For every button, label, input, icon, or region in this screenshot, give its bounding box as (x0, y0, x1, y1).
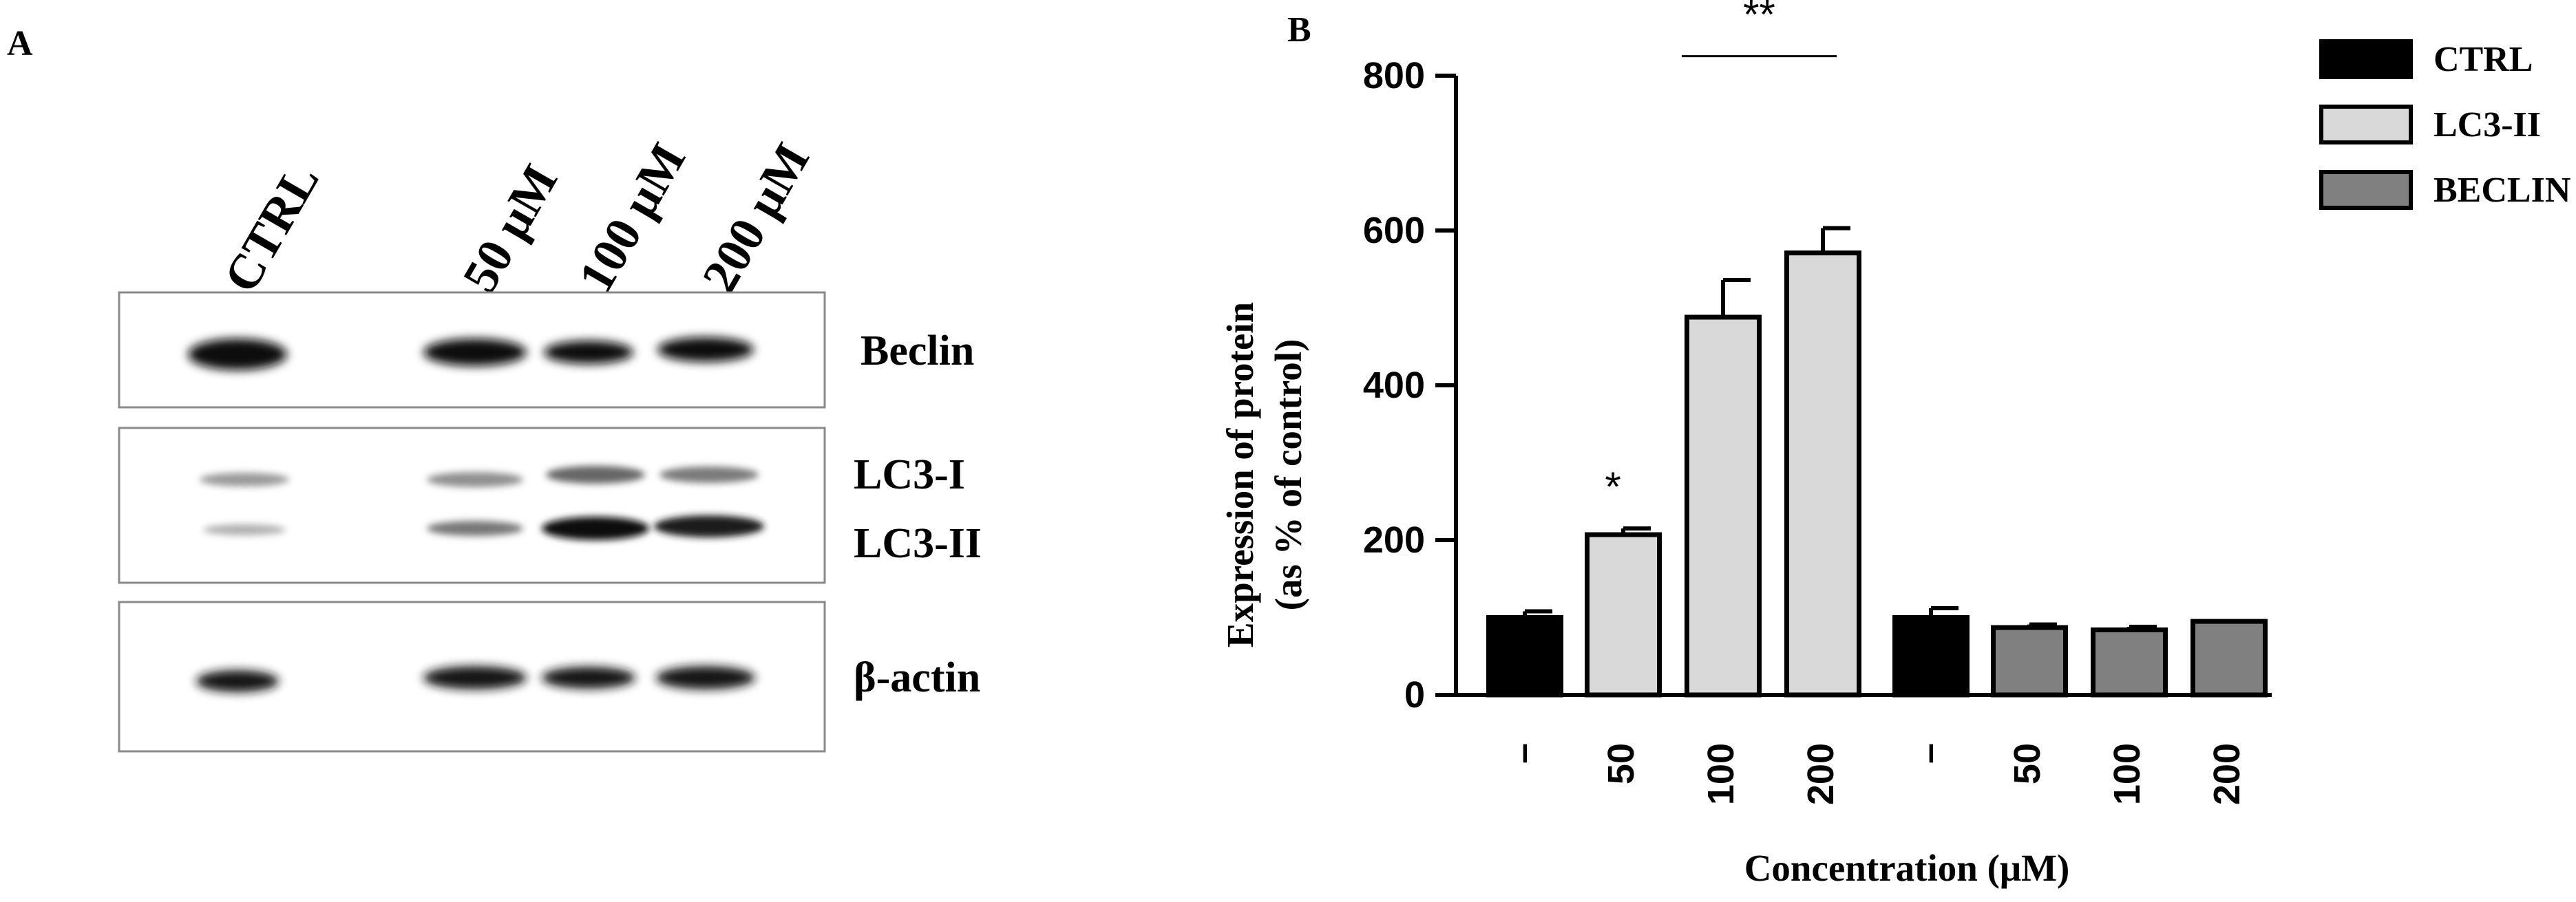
y-tick-label: 800 (1363, 55, 1425, 96)
lane-label-ctrl: CTRL (213, 155, 330, 301)
bar-ctrl (1892, 615, 1970, 698)
y-axis-label-line1: Expression of protein (1219, 302, 1261, 647)
bar-lc3-ii (1685, 314, 1762, 698)
lane-label-50: 50 μM (452, 155, 569, 301)
blot-label-lc3-i: LC3-I (854, 451, 965, 498)
bar-beclin (2190, 619, 2268, 698)
bar-beclin (1991, 625, 2068, 698)
legend-label: LC3-II (2434, 105, 2541, 144)
x-tick-label: 100 (1700, 743, 1742, 805)
x-tick-labels: – 50 100 200 – 50 100 200 (1502, 743, 2248, 805)
blot-label-lc3-ii: LC3-II (854, 520, 982, 567)
panel-a-label: A (7, 24, 33, 63)
bar-beclin (2091, 627, 2168, 698)
bar-lc3-ii (1585, 532, 1662, 698)
blot-lc3 (118, 427, 826, 584)
blot-label-beta-actin: β-actin (854, 654, 980, 701)
y-axis-label-line2: (as % of control) (1267, 339, 1309, 611)
blot-label-beclin: Beclin (861, 327, 974, 374)
x-tick-label: 50 (1601, 743, 1642, 784)
significance-marker: ** (1743, 0, 1775, 38)
y-tick-label: 200 (1363, 519, 1425, 561)
y-tick-label: 600 (1363, 210, 1425, 251)
x-tick-label: – (1908, 743, 1950, 764)
y-tick-label: 400 (1363, 365, 1425, 406)
panel-b-label: B (1287, 10, 1311, 50)
bar-lc3-ii (1784, 250, 1861, 698)
lane-label-100: 100 μM (568, 134, 697, 301)
x-tick-label: 200 (1800, 743, 1841, 805)
bar-ctrl (1486, 615, 1563, 698)
legend: CTRL LC3-II BECLIN (2319, 39, 2570, 210)
significance-annotations: *** (1605, 0, 1837, 510)
x-tick-label: 50 (2007, 743, 2048, 784)
blot-beta-actin (118, 601, 826, 753)
legend-label: CTRL (2434, 40, 2533, 79)
chart-bars (1486, 226, 2268, 698)
x-tick-label: – (1502, 743, 1543, 764)
legend-label: BECLIN (2434, 171, 2570, 210)
legend-swatch-ctrl (2319, 39, 2413, 79)
lane-label-200: 200 μM (692, 134, 821, 301)
x-tick-label: 100 (2107, 743, 2148, 805)
y-tick-label: 0 (1404, 674, 1425, 716)
x-axis-label: Concentration (μM) (1744, 847, 2070, 889)
legend-swatch-beclin (2319, 170, 2413, 210)
significance-marker: * (1605, 464, 1620, 510)
legend-swatch-lc3-ii (2319, 105, 2413, 144)
blot-beclin (118, 291, 826, 409)
x-tick-label: 200 (2206, 743, 2248, 805)
